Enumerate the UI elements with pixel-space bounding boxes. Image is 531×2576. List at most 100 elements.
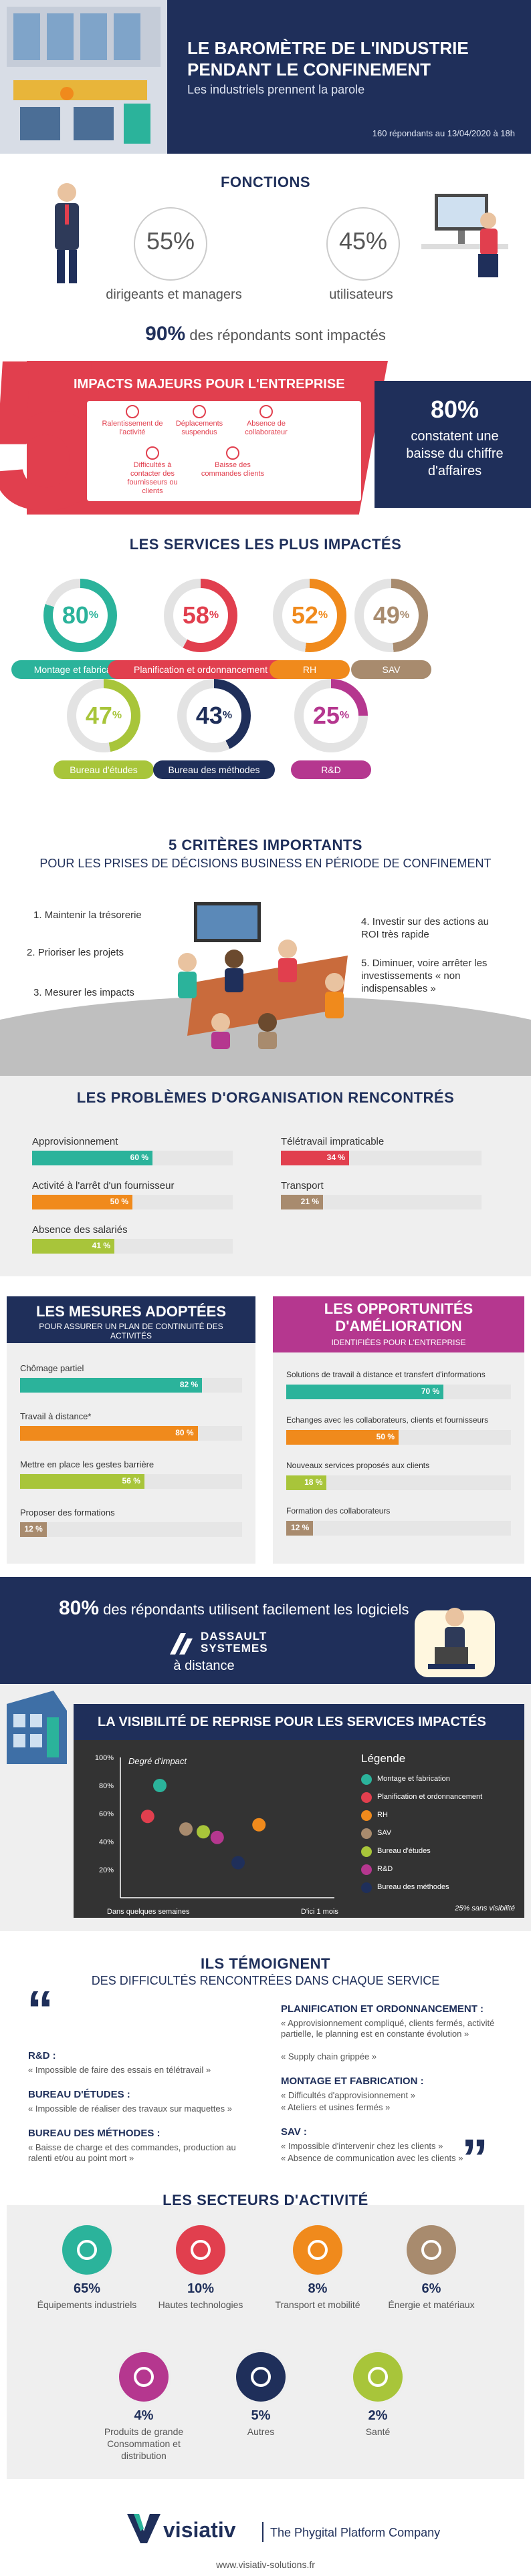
sector-pct: 8% [308, 2281, 328, 2296]
opps-heading-line1: LES OPPORTUNITÉS [324, 1300, 473, 1317]
visibilite-heading: LA VISIBILITÉ DE REPRISE POUR LES SERVIC… [98, 1715, 486, 1729]
header: LE BAROMÈTRE DE L'INDUSTRIE PENDANT LE C… [0, 0, 531, 154]
dassault-section: 80% des répondants utilisent facilement … [0, 1577, 531, 1684]
testimony-quote: « Supply chain grippée » [281, 2051, 377, 2061]
testimony-quote: « Impossible de réaliser des travaux sur… [28, 2104, 232, 2114]
bar-value: 70 % [421, 1387, 440, 1396]
sector-label: Santé [365, 2426, 391, 2437]
sector-pct: 4% [134, 2408, 154, 2423]
bar-track: 82 % [20, 1378, 242, 1393]
service-ring: 43% [177, 679, 251, 752]
footer: visiativ The Phygital Platform Company w… [0, 2492, 531, 2576]
service-value: 80 [62, 601, 89, 629]
bar-label: Proposer des formations [20, 1508, 115, 1518]
temoignages-section: ILS TÉMOIGNENT DES DIFFICULTÉS RENCONTRÉ… [0, 1931, 531, 2185]
testimony-quote: « Absence de communication avec les clie… [281, 2153, 463, 2163]
visibilite-chart: 20% 40% 60% 80% 100% Degré d'impact Dans quelq… [95, 1754, 339, 1916]
bar-value: 50 % [376, 1432, 395, 1441]
sector-label: Transport et mobilité [275, 2299, 360, 2310]
secteurs-heading: LES SECTEURS D'ACTIVITÉ [163, 2192, 368, 2208]
legend-label: Montage et fabrication [377, 1775, 450, 1783]
mesures-subheading: POUR ASSURER UN PLAN DE CONTINUITÉ DES A… [39, 1322, 223, 1340]
problemes-heading: LES PROBLÈMES D'ORGANISATION RENCONTRÉS [76, 1089, 455, 1106]
bar-label: Absence des salariés [32, 1224, 128, 1236]
gear-icon [62, 2225, 112, 2275]
meeting-illustration [178, 902, 348, 1049]
sector-pct: 65% [73, 2281, 101, 2296]
bar-label: Chômage partiel [20, 1363, 84, 1373]
scatter-point [231, 1856, 245, 1870]
bar-fill: 12 % [20, 1522, 47, 1537]
secteurs-section: LES SECTEURS D'ACTIVITÉ 65% Équipements i… [0, 2178, 531, 2492]
bar-fill: 82 % [20, 1378, 203, 1393]
mesures-header [7, 1296, 255, 1343]
impacts-heading: IMPACTS MAJEURS POUR L'ENTREPRISE [74, 377, 345, 392]
criteres-heading: 5 CRITÈRES IMPORTANTS [168, 837, 362, 853]
visibilite-footnote: 25% sans visibilité [455, 1904, 515, 1912]
footer-tagline: The Phygital Platform Company [270, 2526, 441, 2539]
footer-url[interactable]: www.visiativ-solutions.fr [216, 2559, 315, 2570]
building-illustration [7, 1691, 67, 1764]
bar-value: 41 % [92, 1241, 110, 1250]
sector-icon-glyph [251, 2367, 271, 2387]
critere-item: 2. Prioriser les projets [27, 946, 161, 959]
bar-label: Approvisionnement [32, 1136, 118, 1147]
dassault-text: des répondants utilisent facilement les … [103, 1601, 409, 1618]
bar-track: 12 % [20, 1522, 242, 1537]
impacts-stat-pct: 80% [430, 396, 480, 423]
temoignages-heading: ILS TÉMOIGNENT [201, 1955, 330, 1972]
manager-figure [55, 183, 79, 283]
bar-value: 80 % [175, 1428, 194, 1437]
bar-fill: 70 % [286, 1385, 444, 1399]
sector-icon-glyph [77, 2240, 97, 2260]
right-pct: 45% [338, 227, 388, 255]
y-tick-label: 100% [95, 1754, 114, 1762]
scatter-point [210, 1830, 224, 1844]
opps-header [273, 1296, 524, 1352]
critere-text: Prioriser les projets [37, 947, 124, 958]
phone-icon [146, 446, 159, 460]
service-value: 49 [373, 601, 400, 629]
sector-icon-glyph [308, 2240, 328, 2260]
bar-label: Mettre en place les gestes barrière [20, 1459, 154, 1469]
bar-label: Transport [281, 1180, 324, 1191]
impact-item-label: Absence de collaborateur [245, 420, 288, 436]
legend-title: Légende [361, 1752, 406, 1765]
legend-label: SAV [377, 1829, 392, 1837]
impact-item-label: Baisse des commandes clients [201, 461, 265, 478]
service-pct-sign: % [339, 710, 350, 721]
sector-pct: 5% [251, 2408, 271, 2423]
open-quote-icon: “ [27, 1980, 54, 2039]
service-pill: Planification et ordonnancement [108, 660, 294, 679]
energy-icon [407, 2225, 456, 2275]
bar-fill: 41 % [32, 1239, 114, 1254]
impacts-navy-panel [375, 381, 531, 508]
testimony-title: SAV : [281, 2126, 307, 2138]
sector-icon-glyph [421, 2240, 441, 2260]
y-tick-label: 80% [99, 1782, 114, 1790]
service-pill: Bureau d'études [54, 760, 154, 779]
bar-value: 12 % [24, 1524, 43, 1534]
sector-label: Énergie et matériaux [388, 2299, 475, 2310]
bar-track: 41 % [32, 1239, 233, 1254]
bar-track: 56 % [20, 1474, 242, 1489]
service-pct-sign: % [88, 609, 99, 621]
service-pct-sign: % [222, 710, 233, 721]
footer-divider [262, 2522, 263, 2542]
bar-fill: 18 % [286, 1475, 327, 1490]
service-value: 43 [195, 702, 223, 729]
bar-fill: 50 % [286, 1430, 399, 1445]
bar-value: 21 % [300, 1197, 319, 1206]
bar-fill: 80 % [20, 1426, 198, 1441]
chip-icon [176, 2225, 225, 2275]
bar-value: 18 % [304, 1477, 323, 1487]
scatter-point [197, 1825, 210, 1839]
legend-swatch [361, 1864, 372, 1875]
service-ring: 80% [43, 579, 117, 652]
criteres-subheading: POUR LES PRISES DE DÉCISIONS BUSINESS EN… [39, 857, 492, 870]
problemes-section: LES PROBLÈMES D'ORGANISATION RENCONTRÉS … [0, 1076, 531, 1276]
services-section: LES SERVICES LES PLUS IMPACTÉS 80% Montag… [0, 528, 531, 815]
critere-num: 2. [27, 947, 38, 958]
visiativ-logo-icon [127, 2514, 161, 2543]
dassault-logo-line2: SYSTEMES [201, 1642, 268, 1655]
